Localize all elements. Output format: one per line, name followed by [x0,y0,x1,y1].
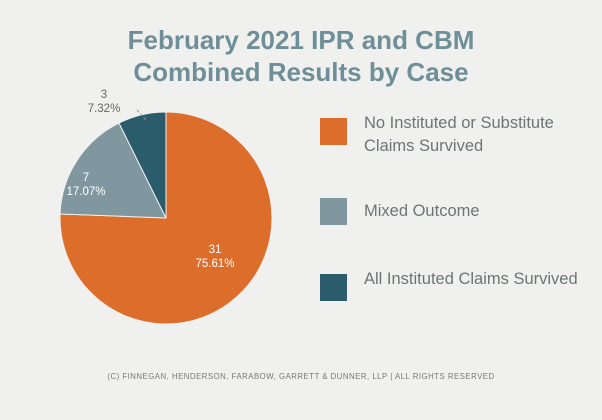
data-label-count-mixed-outcome: 7 [83,172,89,184]
data-label-count-no-instituted: 31 [209,244,222,256]
chart-title-line2: Combined Results by Case [133,57,469,87]
data-label-percent-mixed-outcome: 17.07% [66,186,105,198]
legend-swatch-mixed-outcome [320,198,347,225]
chart-title-line1: February 2021 IPR and CBM [127,25,475,55]
chart-title: February 2021 IPR and CBM Combined Resul… [0,24,602,88]
copyright-footer: (C) FINNEGAN, HENDERSON, FARABOW, GARRET… [107,372,495,381]
data-label-count-all-instituted: 3 [101,89,107,101]
legend-swatch-all-instituted [320,274,347,301]
legend-swatch-no-instituted [320,118,347,145]
legend-label-no-instituted: No Instituted or Substitute Claims Survi… [364,114,554,155]
data-label-percent-no-instituted: 75.61% [195,258,234,270]
data-label-percent-all-instituted: 7.32% [88,103,121,115]
leader-line-all-instituted [136,109,147,121]
legend-label-mixed-outcome: Mixed Outcome [364,202,480,220]
legend-label-all-instituted: All Instituted Claims Survived [364,270,578,288]
pie-chart: 31 75.61% 7 17.07% 3 7.32% [59,89,273,325]
pie-slice-mixed-outcome [59,122,167,219]
